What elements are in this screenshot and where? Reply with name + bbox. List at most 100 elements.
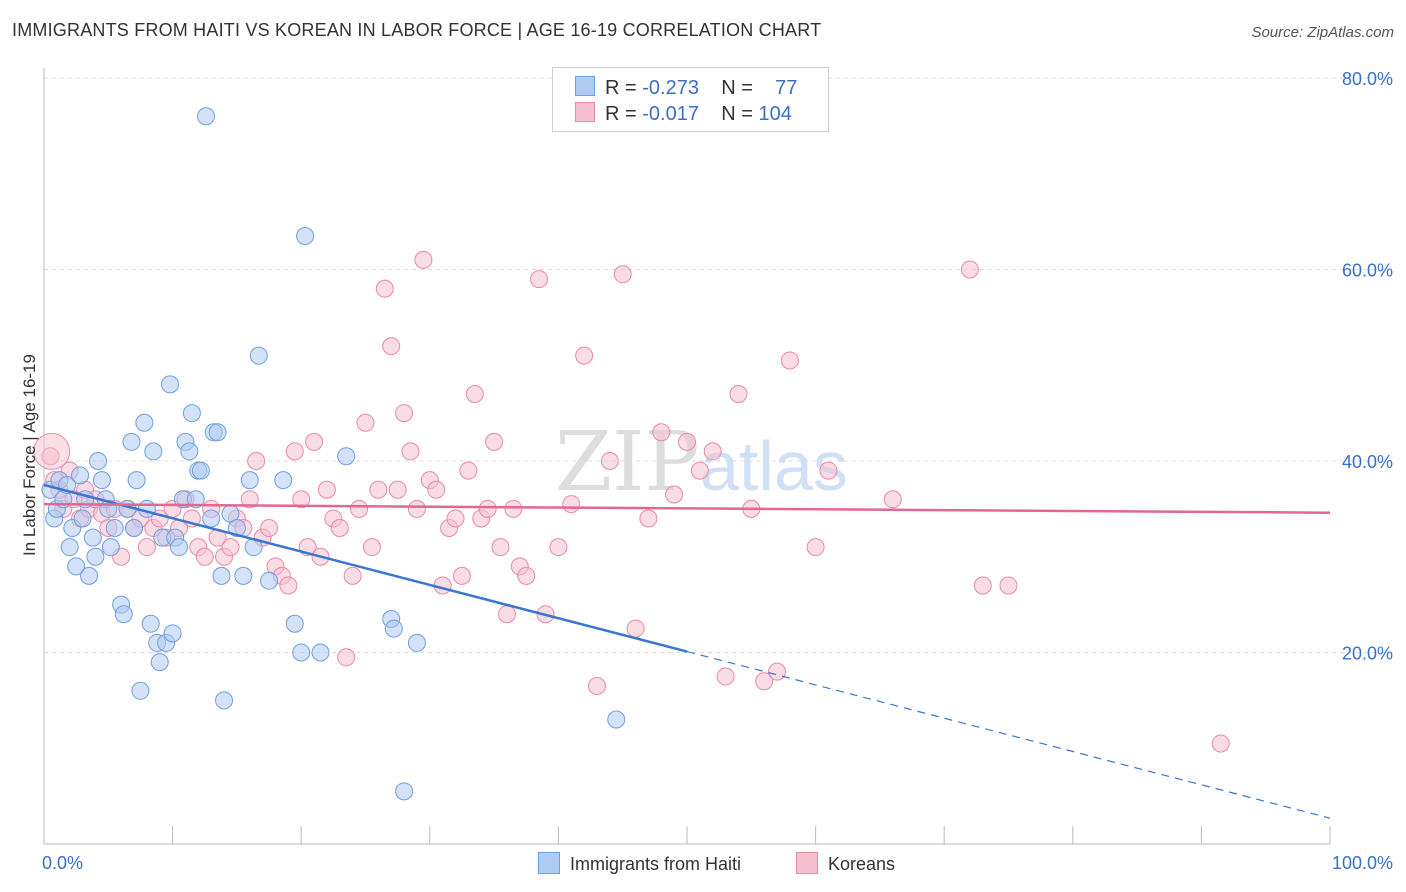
haiti-point [337,447,356,466]
haiti-point [186,490,205,509]
korean-point [350,499,369,518]
korean-point [285,442,304,461]
r-value-korean: -0.017 [642,103,699,125]
haiti-point [260,571,279,590]
korean-point [401,442,420,461]
korean-point [330,519,349,538]
korean-point [369,480,388,499]
haiti-point [311,643,330,662]
korean-swatch [575,102,595,122]
haiti-point [163,624,182,643]
x-tick-label-max: 100.0% [1332,853,1393,873]
haiti-point [161,375,180,394]
haiti-point [141,614,160,633]
haiti-point [197,107,216,126]
korean-point [755,672,774,691]
haiti-point [285,614,304,633]
korean-point [806,538,825,557]
korean-point [703,442,722,461]
korean-point [639,509,658,528]
r-value-haiti: -0.273 [642,77,699,99]
haiti-point [89,452,108,470]
gridlines [44,77,1393,653]
korean-point [465,384,484,403]
korean-point [362,538,381,557]
korean-point [575,346,594,365]
korean-point [414,250,433,269]
haiti-point [234,566,253,585]
korean-point [446,509,465,528]
chart-title: IMMIGRANTS FROM HAITI VS KOREAN IN LABOR… [12,20,822,40]
korean-point [137,538,156,557]
haiti-point [71,466,90,485]
haiti-point [122,432,141,451]
korean-point [973,576,992,595]
korean-point [716,667,735,686]
korean-point [690,461,709,480]
korean-point [652,423,671,442]
korean-point [600,452,619,470]
haiti-point [395,782,414,801]
haiti-point [60,538,79,557]
korean-point [819,461,838,480]
x-tick-label-min: 0.0% [42,853,83,873]
haiti-point [67,557,86,576]
trend-lines [43,483,1331,819]
korean-point [305,432,324,451]
korean-point [883,490,902,509]
korean-point [292,490,311,509]
korean-point [665,485,684,504]
n-value-haiti: 77 [775,77,798,99]
korean-point [530,270,549,289]
haiti-point [86,547,105,566]
haiti-trend-extension [686,650,1331,819]
n-value-korean: 104 [758,103,792,125]
korean-point [678,432,696,451]
korean-point [562,495,581,514]
korean-point [407,499,426,518]
korean-point [626,619,645,638]
haiti-point [212,566,231,585]
bottom-legend-korean[interactable]: Koreans [796,852,895,875]
haiti-swatch [575,76,595,96]
haiti-point [227,519,246,538]
haiti-point [73,509,92,528]
haiti-points [41,107,626,801]
haiti-point [105,519,124,538]
korean-point [247,452,266,470]
source-label: Source: ZipAtlas.com [1251,24,1394,41]
korean-point [395,404,414,423]
korean-trend-line [43,502,1331,514]
y-tick-label: 20.0% [1342,644,1393,664]
haiti-point [125,519,144,538]
r-label: R = [605,77,637,99]
haiti-trend-line [43,483,688,653]
korean-point [729,384,748,403]
korean-point [478,499,497,518]
korean-point [279,576,298,595]
korean-point [221,538,240,557]
korean-point [517,566,536,585]
korean-point-large [33,432,71,470]
korean-point [452,566,471,585]
bottom-legend-haiti[interactable]: Immigrants from Haiti [538,852,741,875]
korean-legend-swatch [796,852,818,874]
n-label: N = [721,103,753,125]
korean-point [195,547,214,566]
haiti-point [202,509,221,528]
haiti-point [180,442,199,461]
y-tick-label: 80.0% [1342,69,1393,89]
haiti-legend-swatch [538,852,560,874]
korean-point [260,519,279,538]
haiti-point [208,423,227,442]
haiti-point [249,346,268,365]
korean-point [459,461,478,480]
korean-point [485,432,504,451]
y-tick-label: 40.0% [1342,452,1393,472]
haiti-point [215,691,234,710]
korean-point [491,538,510,557]
haiti-point [296,226,315,245]
legend-row-korean: R = -0.017 N = 104 [575,102,792,128]
haiti-point [135,413,154,432]
